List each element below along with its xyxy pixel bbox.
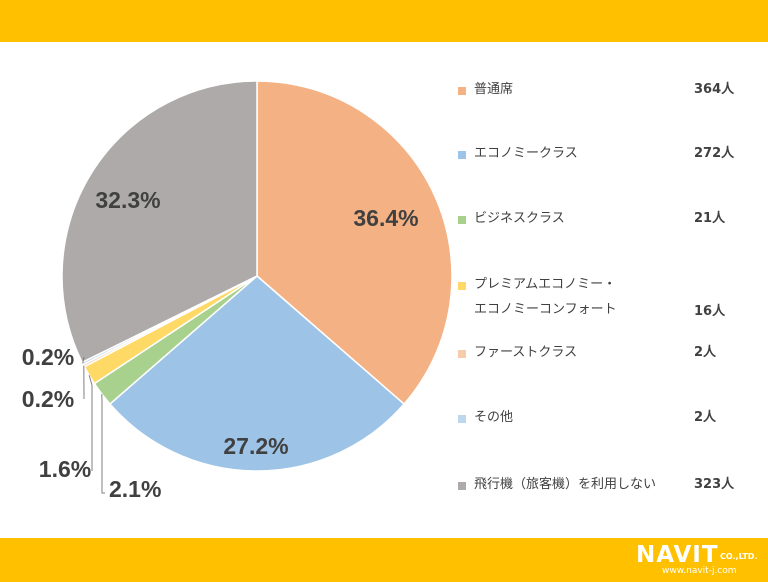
legend-swatch-7	[458, 482, 466, 490]
legend-swatch-5	[458, 350, 466, 358]
pie-slice-1	[256, 80, 453, 406]
legend: 普通席 364人 エコノミークラス 272人 ビジネスクラス 21人 プレミアム…	[458, 0, 758, 540]
pct-label-2: 27.2%	[223, 433, 288, 459]
legend-swatch-6	[458, 415, 466, 423]
company-logo: NAVIT CO.,LTD. www.navit-j.com	[636, 543, 762, 577]
pie-slice-2	[108, 275, 406, 472]
legend-swatch-4	[458, 282, 466, 290]
legend-label-2: エコノミークラス	[474, 146, 578, 161]
legend-label-4a: プレミアムエコノミー・	[474, 277, 617, 292]
pie-slice-7	[61, 80, 258, 364]
pct-label-1: 36.4%	[353, 205, 418, 231]
legend-swatch-3	[458, 216, 466, 224]
leader-line-4	[88, 375, 93, 471]
legend-label-3: ビジネスクラス	[474, 211, 565, 226]
legend-count-1: 364人	[694, 82, 735, 97]
legend-count-2: 272人	[694, 146, 735, 161]
legend-swatch-2	[458, 151, 466, 159]
pct-label-3: 2.1%	[109, 476, 161, 502]
legend-count-4: 16人	[694, 304, 726, 319]
pct-label-6: 0.2%	[22, 344, 74, 370]
legend-label-1: 普通席	[474, 82, 514, 97]
legend-count-5: 2人	[694, 345, 717, 360]
logo-suffix: CO.,LTD.	[720, 552, 758, 561]
legend-count-6: 2人	[694, 410, 717, 425]
legend-swatch-1	[458, 87, 466, 95]
legend-label-6: その他	[474, 410, 514, 425]
logo-url: www.navit-j.com	[662, 566, 737, 576]
legend-label-7: 飛行機（旅客機）を利用しない	[474, 477, 657, 492]
top-banner	[0, 0, 768, 42]
pie-chart: 36.4% 27.2% 2.1% 1.6% 0.2% 0.2% 32.3%	[22, 80, 453, 502]
pct-label-7: 32.3%	[95, 187, 160, 213]
legend-count-7: 323人	[694, 477, 735, 492]
legend-label-4b: エコノミーコンフォート	[474, 302, 617, 317]
pct-label-5: 0.2%	[22, 386, 74, 412]
leader-line-3	[101, 394, 105, 494]
pct-label-4: 1.6%	[39, 456, 91, 482]
legend-count-3: 21人	[694, 211, 726, 226]
bottom-banner	[0, 538, 768, 582]
logo-name: NAVIT	[636, 542, 719, 568]
leader-line-6	[82, 356, 85, 364]
legend-label-5: ファーストクラス	[474, 345, 578, 360]
